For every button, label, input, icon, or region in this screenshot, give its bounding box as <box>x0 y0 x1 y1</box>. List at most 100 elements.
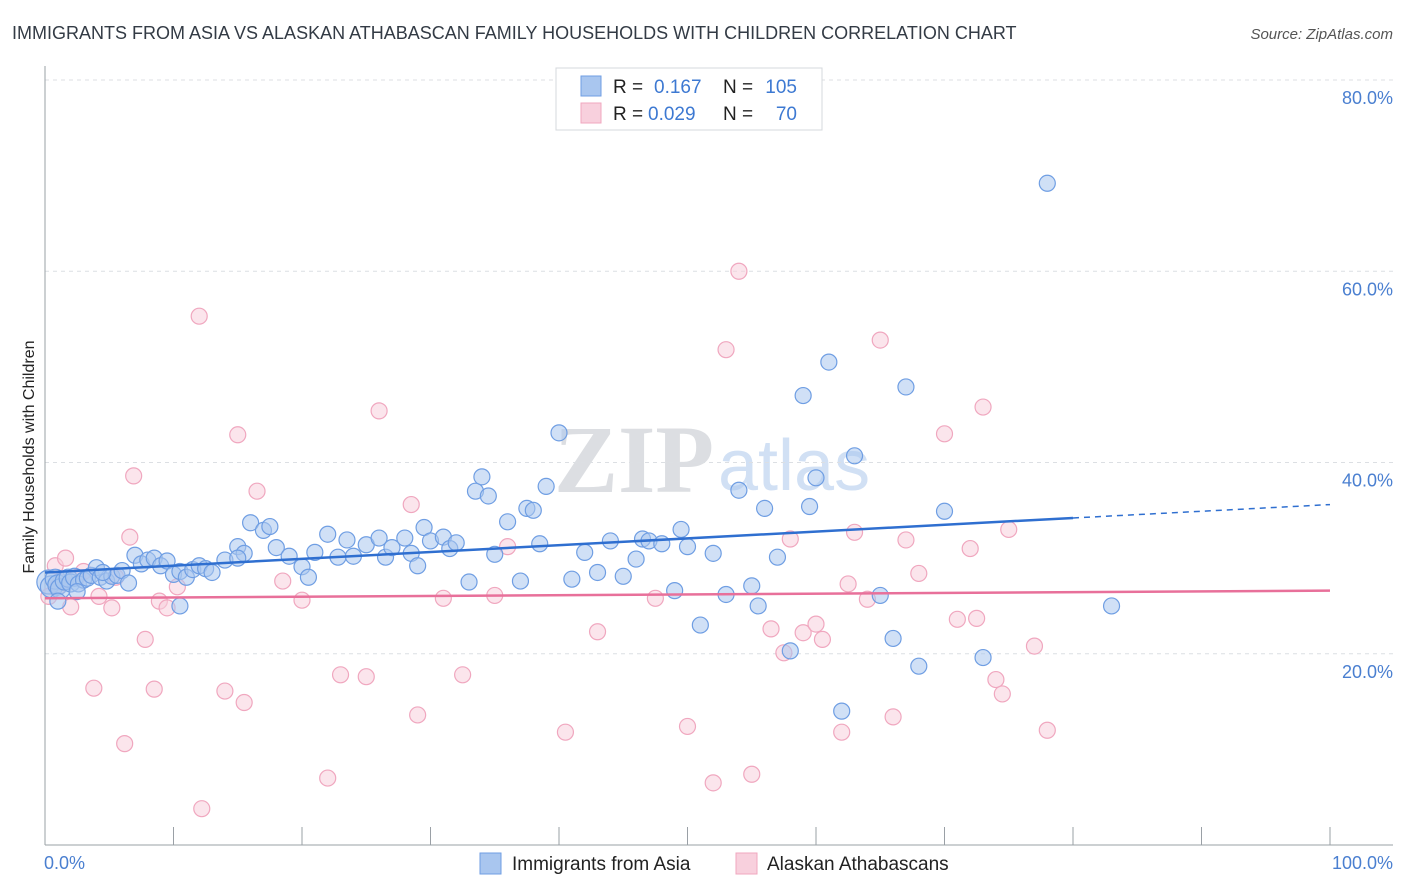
point-immigrants-from-asia <box>49 592 67 610</box>
point-immigrants-from-asia <box>704 544 722 562</box>
series-alaskan-athabascans <box>40 262 1056 818</box>
point-alaskan-athabascans <box>235 693 253 712</box>
point-immigrants-from-asia <box>409 557 427 575</box>
point-immigrants-from-asia <box>94 563 112 582</box>
point-immigrants-from-asia <box>974 648 992 667</box>
point-alaskan-athabascans <box>807 615 825 633</box>
point-immigrants-from-asia <box>884 629 902 648</box>
point-alaskan-athabascans <box>331 666 350 684</box>
point-alaskan-athabascans <box>717 341 735 359</box>
point-immigrants-from-asia <box>1038 174 1056 192</box>
point-alaskan-athabascans <box>968 609 986 627</box>
point-immigrants-from-asia <box>370 529 388 547</box>
point-immigrants-from-asia <box>601 532 620 550</box>
point-alaskan-athabascans <box>993 685 1011 703</box>
point-alaskan-athabascans <box>229 426 247 444</box>
trend-line-immigrants-from-asia-extension <box>1072 503 1331 519</box>
point-alaskan-athabascans <box>190 307 208 325</box>
point-immigrants-from-asia <box>743 577 761 595</box>
point-immigrants-from-asia <box>653 535 671 553</box>
point-alaskan-athabascans <box>434 589 452 607</box>
point-immigrants-from-asia <box>306 543 324 561</box>
legend-label-immigrants-from-asia: Immigrants from Asia <box>512 854 691 875</box>
point-alaskan-athabascans <box>935 425 954 443</box>
y-tick-labels: 20.0% 40.0% 60.0% 80.0% <box>1342 88 1393 682</box>
point-immigrants-from-asia <box>614 567 632 585</box>
point-immigrants-from-asia <box>730 481 748 499</box>
point-immigrants-from-asia <box>550 424 568 442</box>
point-immigrants-from-asia <box>460 573 478 591</box>
y-tick-label: 40.0% <box>1342 471 1393 491</box>
point-alaskan-athabascans <box>704 774 722 792</box>
trend-line-alaskan-athabascans <box>44 589 1331 600</box>
point-alaskan-athabascans <box>409 706 427 724</box>
point-immigrants-from-asia <box>486 545 504 563</box>
y-tick-label: 80.0% <box>1342 88 1393 108</box>
point-alaskan-athabascans <box>646 589 664 607</box>
point-immigrants-from-asia <box>479 487 497 505</box>
point-alaskan-athabascans <box>974 398 992 416</box>
point-alaskan-athabascans <box>85 679 103 697</box>
stats-legend-swatch-pink <box>580 102 602 124</box>
point-immigrants-from-asia <box>531 535 549 553</box>
point-immigrants-from-asia <box>68 582 86 601</box>
point-alaskan-athabascans <box>813 630 832 649</box>
point-alaskan-athabascans <box>454 666 472 684</box>
point-immigrants-from-asia <box>499 513 517 531</box>
series-immigrants-from-asia <box>36 174 1121 720</box>
point-immigrants-from-asia <box>627 550 645 568</box>
point-immigrants-from-asia <box>871 586 889 605</box>
point-alaskan-athabascans <box>833 723 851 741</box>
point-immigrants-from-asia <box>537 477 555 496</box>
gridlines <box>45 79 1393 655</box>
point-immigrants-from-asia <box>794 386 812 405</box>
point-alaskan-athabascans <box>293 591 311 609</box>
point-alaskan-athabascans <box>357 668 375 686</box>
point-immigrants-from-asia <box>261 517 279 536</box>
stats-r-label-pink: R = <box>613 104 643 125</box>
point-immigrants-from-asia <box>119 574 138 592</box>
point-alaskan-athabascans <box>125 467 143 485</box>
chart-source: Source: ZipAtlas.com <box>1250 26 1393 43</box>
point-immigrants-from-asia <box>768 548 787 566</box>
point-alaskan-athabascans <box>794 624 812 642</box>
point-immigrants-from-asia <box>672 520 690 539</box>
point-alaskan-athabascans <box>136 630 154 649</box>
point-alaskan-athabascans <box>730 262 748 280</box>
y-axis-label: Family Households with Children <box>21 341 38 574</box>
stats-n-value-pink: 70 <box>776 104 797 125</box>
point-immigrants-from-asia <box>678 538 697 556</box>
point-alaskan-athabascans <box>145 680 163 698</box>
point-immigrants-from-asia <box>576 543 594 561</box>
point-alaskan-athabascans <box>762 620 780 638</box>
point-immigrants-from-asia <box>563 570 581 588</box>
x-tick-label-min: 0.0% <box>44 853 85 873</box>
point-alaskan-athabascans <box>961 539 979 558</box>
point-immigrants-from-asia <box>897 378 915 396</box>
point-alaskan-athabascans <box>839 575 857 593</box>
stats-legend: R = 0.167 N = 105 R = 0.029 N = 70 <box>555 67 823 131</box>
point-immigrants-from-asia <box>935 502 954 520</box>
point-alaskan-athabascans <box>56 549 75 567</box>
legend-label-alaskan-athabascans: Alaskan Athabascans <box>767 854 949 875</box>
point-alaskan-athabascans <box>121 528 139 546</box>
point-alaskan-athabascans <box>897 531 915 549</box>
point-alaskan-athabascans <box>193 800 211 818</box>
point-alaskan-athabascans <box>845 523 864 541</box>
point-immigrants-from-asia <box>280 547 298 565</box>
point-alaskan-athabascans <box>1038 721 1056 739</box>
point-immigrants-from-asia <box>749 597 767 615</box>
point-immigrants-from-asia <box>319 525 337 543</box>
point-immigrants-from-asia <box>511 572 530 590</box>
point-alaskan-athabascans <box>103 599 121 617</box>
point-alaskan-athabascans <box>884 708 902 726</box>
trend-line-immigrants-from-asia <box>44 516 1074 574</box>
point-alaskan-athabascans <box>556 723 575 741</box>
point-alaskan-athabascans <box>781 530 799 548</box>
point-immigrants-from-asia <box>242 514 260 532</box>
point-immigrants-from-asia <box>666 582 684 600</box>
stats-n-value-blue: 105 <box>765 77 797 98</box>
point-immigrants-from-asia <box>800 497 819 516</box>
point-alaskan-athabascans <box>319 769 337 787</box>
